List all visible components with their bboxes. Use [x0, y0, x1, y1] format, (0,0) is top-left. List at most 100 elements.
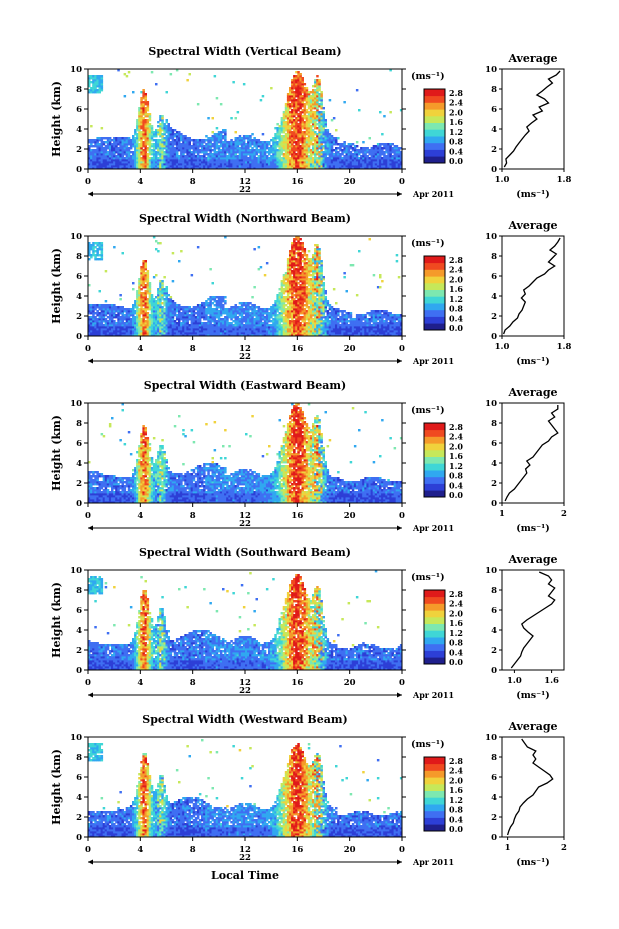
heatmap-cell: [219, 326, 223, 329]
heatmap-cell: [127, 137, 131, 140]
heatmap-cell: [98, 139, 101, 142]
heatmap-cell: [236, 320, 240, 323]
heatmap-cell: [215, 310, 219, 313]
heatmap-cell: [291, 294, 294, 297]
heatmap-cell: [309, 131, 313, 134]
heatmap-cell: [286, 318, 290, 321]
heatmap-cell: [190, 274, 194, 277]
heatmap-cell: [226, 149, 229, 152]
heatmap-cell: [312, 139, 315, 142]
heatmap-cell: [253, 330, 256, 333]
heatmap-cell: [190, 328, 194, 331]
heatmap-cell: [138, 328, 141, 331]
heatmap-cell: [152, 312, 156, 315]
heatmap-cell: [224, 143, 227, 146]
heatmap-cell: [282, 157, 286, 160]
heatmap-cell: [247, 151, 250, 154]
heatmap-cell: [138, 312, 141, 315]
heatmap-cell: [274, 151, 277, 154]
heatmap-cell: [232, 326, 235, 329]
heatmap-cell: [316, 75, 319, 78]
heatmap-cell: [165, 137, 168, 140]
heatmap-cell: [188, 149, 191, 152]
heatmap-cell: [159, 145, 162, 148]
heatmap-cell: [234, 314, 237, 317]
heatmap-cell: [100, 330, 104, 333]
heatmap-cell: [138, 143, 141, 146]
heatmap-cell: [274, 163, 277, 166]
heatmap-cell: [100, 127, 104, 130]
heatmap-cell: [98, 254, 101, 257]
heatmap-cell: [163, 137, 166, 140]
heatmap-cell: [291, 264, 294, 267]
heatmap-cell: [274, 157, 277, 160]
heatmap-cell: [142, 264, 145, 267]
heatmap-cell: [163, 127, 166, 130]
heatmap-cell: [186, 306, 189, 309]
heatmap-cell: [180, 155, 183, 158]
heatmap-cell: [228, 330, 231, 333]
heatmap-cell: [159, 123, 162, 126]
heatmap-cell: [121, 153, 124, 156]
heatmap-cell: [215, 304, 219, 307]
heatmap-cell: [291, 109, 294, 112]
heatmap-cell: [209, 322, 212, 325]
heatmap-cell: [314, 161, 317, 164]
heatmap-cell: [217, 330, 221, 333]
heatmap-cell: [129, 314, 133, 317]
heatmap-cell: [368, 153, 371, 156]
heatmap-cell: [309, 125, 313, 128]
heatmap-cell: [299, 125, 302, 128]
heatmap-cell: [276, 308, 279, 311]
heatmap-cell: [291, 254, 294, 257]
heatmap-cell: [129, 320, 133, 323]
heatmap-cell: [251, 312, 254, 315]
heatmap-cell: [169, 141, 173, 144]
heatmap-cell: [167, 127, 170, 130]
heatmap-cell: [265, 334, 269, 337]
heatmap-cell: [297, 159, 300, 162]
heatmap-cell: [171, 302, 175, 305]
heatmap-cell: [261, 147, 265, 150]
heatmap-cell: [108, 145, 112, 148]
heatmap-cell: [150, 332, 154, 335]
heatmap-cell: [98, 242, 101, 245]
heatmap-cell: [148, 143, 152, 146]
heatmap-cell: [152, 135, 156, 138]
heatmap-cell: [305, 159, 309, 162]
heatmap-cell: [245, 328, 248, 331]
heatmap-cell: [96, 91, 99, 94]
heatmap-cell: [157, 250, 160, 253]
heatmap-cell: [140, 123, 143, 126]
heatmap-cell: [100, 322, 104, 325]
heatmap-cell: [178, 155, 181, 158]
heatmap-cell: [150, 308, 154, 311]
heatmap-cell: [284, 141, 288, 144]
heatmap-cell: [180, 334, 183, 337]
heatmap-cell: [320, 111, 323, 114]
heatmap-cell: [307, 113, 311, 116]
heatmap-cell: [196, 165, 200, 168]
heatmap-cell: [136, 310, 139, 313]
heatmap-cell: [115, 167, 118, 170]
heatmap-cell: [383, 143, 386, 146]
heatmap-cell: [157, 328, 160, 331]
heatmap-cell: [211, 318, 214, 321]
heatmap-cell: [163, 151, 166, 154]
heatmap-cell: [226, 326, 229, 329]
heatmap-cell: [307, 105, 311, 108]
heatmap-cell: [282, 330, 286, 333]
heatmap-cell: [355, 163, 359, 166]
heatmap-cell: [265, 151, 269, 154]
heatmap-cell: [88, 246, 91, 249]
heatmap-cell: [224, 330, 227, 333]
heatmap-cell: [100, 334, 104, 337]
heatmap-cell: [142, 328, 145, 331]
heatmap-cell: [278, 306, 281, 309]
heatmap-cell: [205, 153, 208, 156]
heatmap-cell: [272, 149, 275, 152]
heatmap-cell: [272, 155, 275, 158]
heatmap-cell: [297, 93, 300, 96]
heatmap-cell: [316, 147, 319, 150]
heatmap-cell: [299, 93, 302, 96]
